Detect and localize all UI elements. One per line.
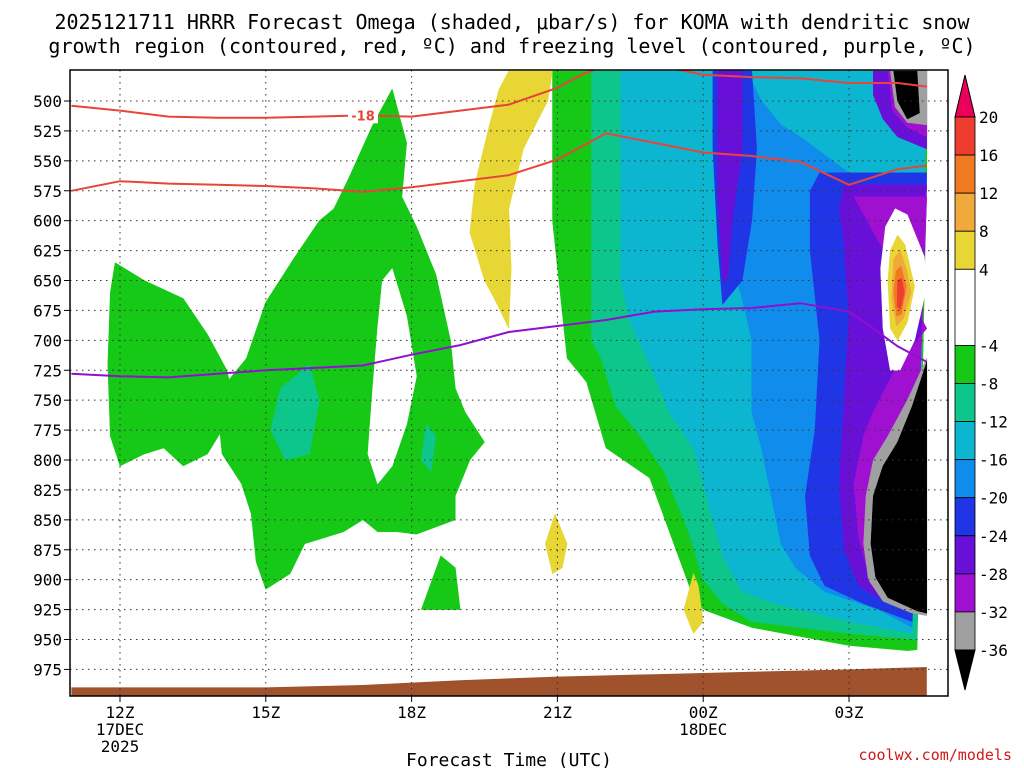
credit-text: coolwx.com/models <box>858 746 1012 764</box>
shade-yellow-c <box>683 572 704 634</box>
terrain-ground <box>71 667 927 696</box>
y-tick-label-925: 925 <box>33 601 62 620</box>
shade-green-b <box>216 88 485 590</box>
shade-teal-a <box>270 363 320 461</box>
chart-title-line-1: 2025121711 HRRR Forecast Omega (shaded, … <box>54 10 970 34</box>
colorbar-bin-8 <box>954 192 976 232</box>
y-tick-label-900: 900 <box>33 571 62 590</box>
colorbar-bin--16 <box>954 421 976 461</box>
colorbar-label--20: -20 <box>979 489 1008 508</box>
colorbar-label-4: 4 <box>979 260 989 279</box>
shade-white-hole <box>367 267 417 485</box>
x-axis-label: Forecast Time (UTC) <box>406 750 612 768</box>
y-tick-label-500: 500 <box>33 92 62 111</box>
colorbar-bin--8 <box>954 345 976 384</box>
x-tick-label-12Z: 12Z <box>106 703 135 722</box>
y-tick-label-550: 550 <box>33 152 62 171</box>
y-tick-label-600: 600 <box>33 212 62 231</box>
x-tick-label-21Z: 21Z <box>543 703 572 722</box>
y-tick-label-775: 775 <box>33 421 62 440</box>
colorbar-bin--32 <box>954 573 976 613</box>
colorbar-bin--28 <box>954 535 976 575</box>
colorbar-label--28: -28 <box>979 565 1008 584</box>
shade-purple-upper <box>717 70 743 281</box>
y-tick-label-850: 850 <box>33 511 62 530</box>
y-tick-label-650: 650 <box>33 272 62 291</box>
y-tick-label-975: 975 <box>33 660 62 679</box>
contour-line-2 <box>71 302 928 379</box>
y-tick-label-825: 825 <box>33 481 62 500</box>
shade-yellow-a <box>469 70 553 329</box>
colorbar: 20 16 12 8 4 -4 -8 -12 -16 -20 -24 -28 -32 -36 <box>954 74 1008 691</box>
colorbar-label--24: -24 <box>979 527 1008 546</box>
colorbar-bin-bottom <box>954 649 976 691</box>
colorbar-bin--12 <box>954 383 976 422</box>
y-tick-label-800: 800 <box>33 451 62 470</box>
colorbar-bin-4 <box>954 230 976 270</box>
contour-lines: -18 <box>71 70 928 379</box>
colorbar-label--8: -8 <box>979 375 998 394</box>
y-tick-label-525: 525 <box>33 122 62 141</box>
colorbar-label--4: -4 <box>979 336 998 355</box>
colorbar-bin-top <box>954 74 976 118</box>
x-tick-label-00Z: 00Z <box>689 703 718 722</box>
plot-area <box>70 70 948 696</box>
plot-frame <box>69 69 949 697</box>
colorbar-bin--20 <box>954 459 976 499</box>
shade-red-pos <box>896 277 905 310</box>
grid-lines <box>70 70 948 696</box>
x-tick-label-17DEC: 17DEC <box>96 720 144 739</box>
x-tick-label-2025: 2025 <box>101 737 140 756</box>
colorbar-bin--24 <box>954 497 976 537</box>
colorbar-label-12: 12 <box>979 184 998 203</box>
contour-line-1 <box>71 132 927 193</box>
x-tick-label-18Z: 18Z <box>397 703 426 722</box>
shade-yellow-b <box>545 513 568 575</box>
chart-title-line-2: growth region (contoured, red, ºC) and f… <box>48 34 975 58</box>
x-tick-label-15Z: 15Z <box>251 703 280 722</box>
contour-label-bg <box>348 107 378 124</box>
y-tick-label-625: 625 <box>33 242 62 261</box>
y-tick-label-575: 575 <box>33 182 62 201</box>
colorbar-label--12: -12 <box>979 413 1008 432</box>
colorbar-label-20: 20 <box>979 108 998 127</box>
y-axis: 500 525 550 575 600 625 650 675 700 725 750 775 800 8… <box>33 92 70 679</box>
colorbar-bin-12 <box>954 154 976 194</box>
colorbar-label-8: 8 <box>979 222 989 241</box>
colorbar-label-16: 16 <box>979 146 998 165</box>
y-tick-label-725: 725 <box>33 361 62 380</box>
colorbar-label--32: -32 <box>979 603 1008 622</box>
colorbar-bin--36 <box>954 611 976 651</box>
x-tick-label-03Z: 03Z <box>835 703 864 722</box>
x-tick-label-18DEC: 18DEC <box>679 720 727 739</box>
y-tick-label-875: 875 <box>33 541 62 560</box>
y-tick-label-750: 750 <box>33 391 62 410</box>
contour-line-0 <box>71 70 927 119</box>
shade-green-a <box>107 262 237 467</box>
shade-black-lower <box>870 361 928 614</box>
colorbar-label--36: -36 <box>979 641 1008 660</box>
colorbar-bin--4 <box>954 268 976 346</box>
y-tick-label-950: 950 <box>33 631 62 650</box>
colorbar-bin-16 <box>954 116 976 156</box>
y-tick-label-675: 675 <box>33 301 62 320</box>
colorbar-label--16: -16 <box>979 451 1008 470</box>
y-tick-label-700: 700 <box>33 331 62 350</box>
contour-label: -18 <box>351 109 375 124</box>
